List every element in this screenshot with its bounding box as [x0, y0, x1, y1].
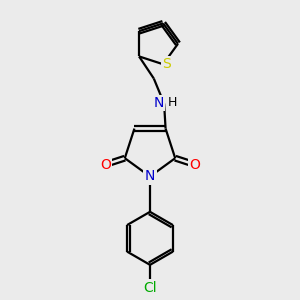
Text: N: N: [145, 169, 155, 184]
Text: S: S: [162, 57, 171, 71]
Text: O: O: [100, 158, 111, 172]
Text: O: O: [189, 158, 200, 172]
Text: H: H: [168, 96, 177, 110]
Text: Cl: Cl: [143, 280, 157, 295]
Text: N: N: [154, 96, 164, 110]
